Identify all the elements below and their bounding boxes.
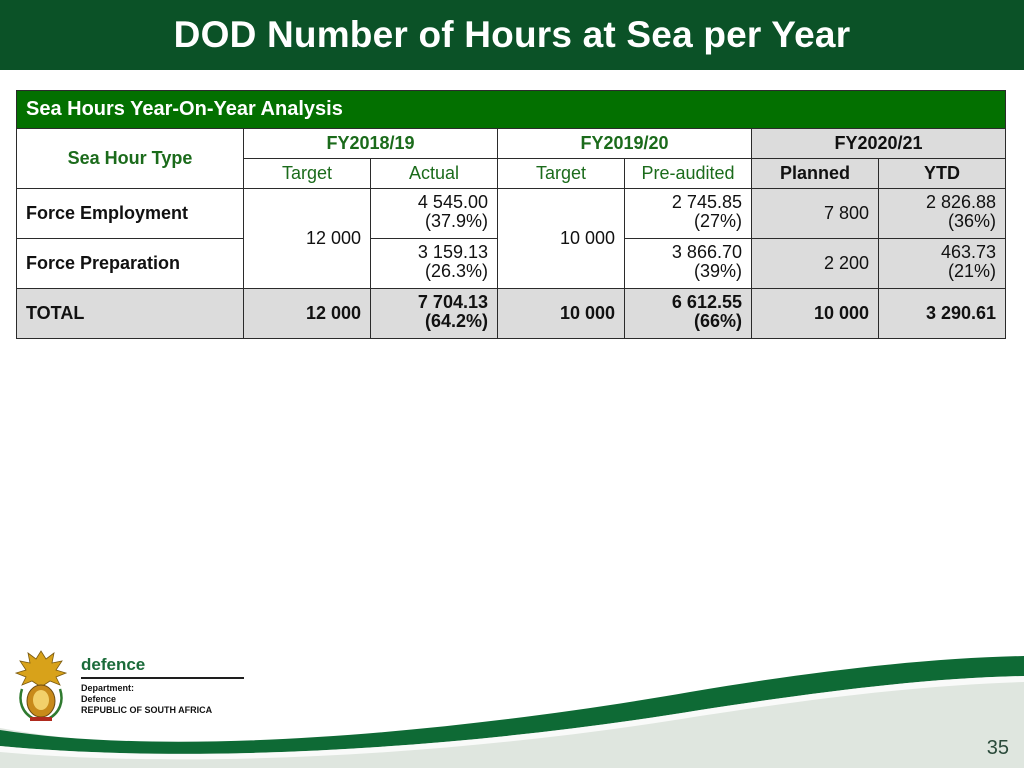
fy2021-ytd-value: 2 826.88 bbox=[925, 191, 997, 212]
fy2021-planned-value: 2 200 bbox=[751, 238, 879, 289]
table-row: Force Preparation 3 159.13 (26.3%) 3 866… bbox=[16, 238, 1007, 289]
fy2021-ytd-value: 463.73 bbox=[940, 241, 997, 262]
table-caption-row: Sea Hours Year-On-Year Analysis bbox=[15, 90, 1007, 129]
defence-wordmark: defence bbox=[81, 655, 145, 675]
table-row: Force Employment 12 000 4 545.00 (37.9%)… bbox=[16, 188, 1007, 289]
fy1819-target-value: 12 000 bbox=[243, 188, 371, 289]
fy1819-actual-cell: 4 545.00 (37.9%) bbox=[370, 188, 498, 239]
row-label-force-employment: Force Employment bbox=[16, 188, 244, 239]
title-bar: DOD Number of Hours at Sea per Year bbox=[0, 0, 1024, 70]
total-fy1920-preaudited-value: 6 612.55 bbox=[671, 291, 742, 312]
fy-header-2019-20: FY2019/20 bbox=[497, 128, 752, 159]
fy1920-preaudited-value: 2 745.85 bbox=[671, 191, 742, 212]
sub-header-actual-1819: Actual bbox=[370, 158, 498, 189]
fy-header-2018-19: FY2018/19 bbox=[243, 128, 498, 159]
total-fy1920-target: 10 000 bbox=[497, 288, 625, 339]
dept-line-1: Department: bbox=[81, 683, 135, 693]
logo-word: defence bbox=[81, 655, 146, 674]
dept-line-3: REPUBLIC OF SOUTH AFRICA bbox=[81, 705, 213, 715]
fy1920-target-value: 10 000 bbox=[497, 188, 625, 289]
fy2021-ytd-cell: 2 826.88 (36%) bbox=[877, 188, 1007, 239]
footer-wave-decoration bbox=[0, 656, 1024, 768]
sub-header-target-1819: Target bbox=[243, 158, 371, 189]
fy-header-row: Sea Hour Type FY2018/19 FY2019/20 FY2020… bbox=[16, 128, 1007, 189]
total-label: TOTAL bbox=[16, 288, 244, 339]
fy1920-preaudited-percent: (39%) bbox=[693, 260, 742, 281]
fy1920-preaudited-cell: 3 866.70 (39%) bbox=[624, 238, 752, 289]
total-fy2021-ytd: 3 290.61 bbox=[877, 288, 1007, 339]
sea-hour-type-header: Sea Hour Type bbox=[16, 128, 244, 189]
total-fy1920-preaudited-percent: (66%) bbox=[693, 310, 742, 331]
page-number: 35 bbox=[986, 737, 1009, 759]
sub-header-ytd-2021: YTD bbox=[877, 158, 1007, 189]
fy1819-actual-value: 4 545.00 bbox=[417, 191, 488, 212]
department-block: Department: Defence REPUBLIC OF SOUTH AF… bbox=[81, 683, 212, 716]
sub-header-target-1920: Target bbox=[497, 158, 625, 189]
total-fy1819-actual-percent: (64.2%) bbox=[424, 310, 488, 331]
fy1819-actual-value: 3 159.13 bbox=[417, 241, 488, 262]
total-row: TOTAL 12 000 7 704.13 (64.2%) 10 000 6 6… bbox=[16, 288, 1007, 339]
fy-header-2020-21: FY2020/21 bbox=[750, 128, 1007, 159]
total-fy1920-preaudited-cell: 6 612.55 (66%) bbox=[624, 288, 752, 339]
coat-of-arms-icon bbox=[14, 650, 68, 721]
total-fy1819-actual-value: 7 704.13 bbox=[417, 291, 488, 312]
table-caption: Sea Hours Year-On-Year Analysis bbox=[15, 90, 1007, 129]
fy2021-ytd-cell: 463.73 (21%) bbox=[877, 238, 1007, 289]
fy1819-actual-percent: (37.9%) bbox=[424, 210, 488, 231]
logo-divider bbox=[81, 677, 244, 679]
page-title: DOD Number of Hours at Sea per Year bbox=[173, 14, 851, 55]
sub-header-planned-2021: Planned bbox=[751, 158, 879, 189]
fy2021-planned-value: 7 800 bbox=[751, 188, 879, 239]
sea-hours-table: Sea Hours Year-On-Year Analysis Sea Hour… bbox=[15, 90, 1007, 339]
fy1920-preaudited-cell: 2 745.85 (27%) bbox=[624, 188, 752, 239]
total-fy1819-actual-cell: 7 704.13 (64.2%) bbox=[370, 288, 498, 339]
sub-header-preaudited-1920: Pre-audited bbox=[624, 158, 752, 189]
fy1819-actual-cell: 3 159.13 (26.3%) bbox=[370, 238, 498, 289]
fy1920-preaudited-percent: (27%) bbox=[693, 210, 742, 231]
sub-header-row: Target Actual Target Pre-audited Planned… bbox=[17, 158, 1007, 189]
fy1819-actual-percent: (26.3%) bbox=[424, 260, 488, 281]
fy2021-ytd-percent: (36%) bbox=[948, 210, 997, 231]
row-label-force-preparation: Force Preparation bbox=[16, 238, 244, 289]
dept-line-2: Defence bbox=[81, 694, 117, 704]
fy2021-ytd-percent: (21%) bbox=[948, 260, 997, 281]
fy1920-preaudited-value: 3 866.70 bbox=[671, 241, 742, 262]
total-fy2021-planned: 10 000 bbox=[751, 288, 879, 339]
total-fy1819-target: 12 000 bbox=[243, 288, 371, 339]
